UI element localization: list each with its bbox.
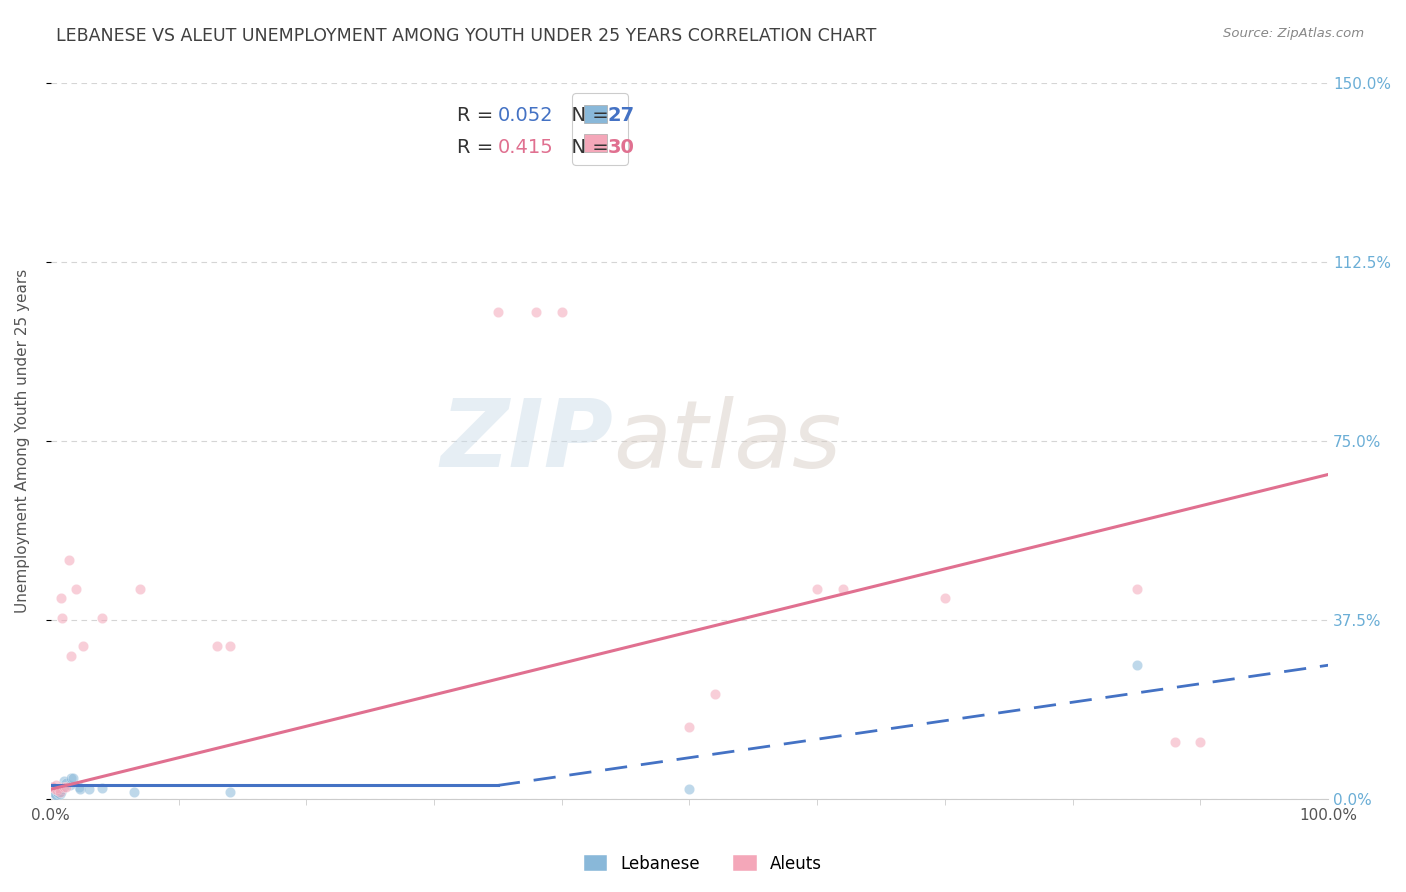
Point xyxy=(806,582,828,596)
Text: 27: 27 xyxy=(607,106,636,125)
Point xyxy=(58,553,80,567)
Point xyxy=(60,771,83,785)
Point xyxy=(46,782,69,797)
Text: 30: 30 xyxy=(607,138,634,157)
Point xyxy=(72,639,94,653)
Point xyxy=(45,778,67,792)
Point xyxy=(122,784,145,798)
Text: 0.052: 0.052 xyxy=(498,106,554,125)
Point xyxy=(41,780,63,794)
Point xyxy=(49,787,72,801)
Point xyxy=(51,610,73,624)
Point xyxy=(48,786,70,800)
Point xyxy=(831,582,853,596)
Point xyxy=(1164,734,1187,748)
Point xyxy=(46,784,69,798)
Point xyxy=(62,771,84,785)
Text: R =: R = xyxy=(457,138,499,157)
Point xyxy=(59,778,82,792)
Point xyxy=(218,784,240,798)
Point xyxy=(1189,734,1212,748)
Point xyxy=(52,773,75,788)
Text: atlas: atlas xyxy=(613,395,841,487)
Point xyxy=(65,582,87,596)
Point xyxy=(205,639,228,653)
Text: Source: ZipAtlas.com: Source: ZipAtlas.com xyxy=(1223,27,1364,40)
Point xyxy=(678,720,700,734)
Point xyxy=(704,687,727,701)
Point xyxy=(45,783,67,797)
Point xyxy=(46,783,69,797)
Point xyxy=(69,782,91,797)
Text: N =: N = xyxy=(560,138,616,157)
Point xyxy=(45,788,67,802)
Point xyxy=(77,782,100,797)
Point xyxy=(49,784,72,798)
Point xyxy=(44,781,66,796)
Point xyxy=(44,787,66,801)
Point xyxy=(55,776,77,790)
Point xyxy=(486,305,509,319)
Point xyxy=(678,782,700,797)
Point xyxy=(551,305,574,319)
Point xyxy=(52,780,75,794)
Point xyxy=(42,782,65,797)
Point xyxy=(48,783,70,797)
Point xyxy=(1125,658,1147,673)
Point xyxy=(44,782,66,797)
Point xyxy=(42,780,65,794)
Text: N =: N = xyxy=(560,106,616,125)
Text: 0.415: 0.415 xyxy=(498,138,554,157)
Legend: , : , xyxy=(572,93,628,165)
Point xyxy=(55,780,77,794)
Legend: Lebanese, Aleuts: Lebanese, Aleuts xyxy=(578,848,828,880)
Point xyxy=(49,591,72,606)
Y-axis label: Unemployment Among Youth under 25 years: Unemployment Among Youth under 25 years xyxy=(15,269,30,613)
Point xyxy=(90,610,112,624)
Point xyxy=(67,780,90,794)
Point xyxy=(129,582,152,596)
Text: LEBANESE VS ALEUT UNEMPLOYMENT AMONG YOUTH UNDER 25 YEARS CORRELATION CHART: LEBANESE VS ALEUT UNEMPLOYMENT AMONG YOU… xyxy=(56,27,876,45)
Point xyxy=(42,784,65,798)
Point xyxy=(49,784,72,798)
Point xyxy=(524,305,547,319)
Point xyxy=(934,591,956,606)
Point xyxy=(90,781,112,796)
Point xyxy=(51,782,73,797)
Point xyxy=(48,781,70,796)
Point xyxy=(41,780,63,794)
Point xyxy=(1125,582,1147,596)
Point xyxy=(218,639,240,653)
Text: ZIP: ZIP xyxy=(440,395,613,487)
Text: R =: R = xyxy=(457,106,499,125)
Point xyxy=(60,648,83,663)
